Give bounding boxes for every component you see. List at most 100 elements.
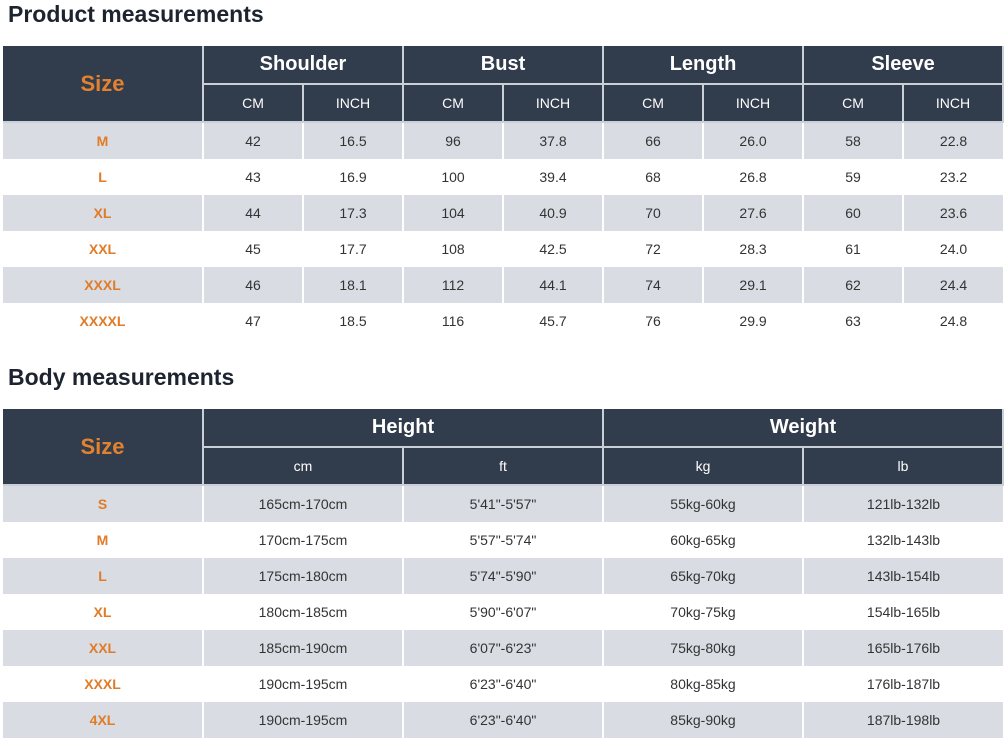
value-cell: 17.3 bbox=[301, 195, 404, 231]
length-header: Length bbox=[602, 46, 805, 85]
value-cell: 60 bbox=[802, 195, 904, 231]
value-cell: 39.4 bbox=[502, 159, 604, 195]
value-cell: 47 bbox=[202, 303, 303, 339]
size-header: Size bbox=[3, 46, 204, 123]
body-measurements-table: Size Height Weight cm ft kg lb S 165cm-170cm… bbox=[3, 409, 1005, 738]
value-cell: 185cm-190cm bbox=[202, 630, 403, 666]
value-cell: 5'57"-5'74" bbox=[402, 522, 603, 558]
unit-header: INCH bbox=[301, 84, 405, 123]
value-cell: 60kg-65kg bbox=[602, 522, 803, 558]
table-row: S 165cm-170cm 5'41"-5'57" 55kg-60kg 121lb-13… bbox=[3, 485, 1004, 522]
size-cell: M bbox=[96, 532, 109, 548]
value-cell: 44 bbox=[202, 195, 303, 231]
weight-header: Weight bbox=[601, 409, 1005, 448]
value-cell: 165cm-170cm bbox=[202, 485, 403, 522]
value-cell: 75kg-80kg bbox=[602, 630, 803, 666]
value-cell: 40.9 bbox=[502, 195, 604, 231]
unit-header: lb bbox=[801, 447, 1005, 486]
value-cell: 45.7 bbox=[502, 303, 604, 339]
value-cell: 62 bbox=[802, 267, 904, 303]
value-cell: 27.6 bbox=[702, 195, 804, 231]
value-cell: 180cm-185cm bbox=[202, 594, 403, 630]
table-row: XXXL 46 18.1 112 44.1 74 29.1 62 24.4 bbox=[3, 267, 1004, 303]
size-cell: XXXL bbox=[84, 676, 121, 692]
unit-header: cm bbox=[202, 447, 404, 486]
table-row: XL 180cm-185cm 5'90"-6'07" 70kg-75kg 154lb-1… bbox=[3, 594, 1004, 630]
value-cell: 187lb-198lb bbox=[801, 702, 1004, 738]
value-cell: 70 bbox=[602, 195, 704, 231]
value-cell: 80kg-85kg bbox=[602, 666, 803, 702]
value-cell: 108 bbox=[402, 231, 504, 267]
value-cell: 58 bbox=[802, 122, 904, 159]
value-cell: 154lb-165lb bbox=[801, 594, 1004, 630]
value-cell: 42.5 bbox=[502, 231, 604, 267]
value-cell: 29.9 bbox=[702, 303, 804, 339]
value-cell: 175cm-180cm bbox=[202, 558, 403, 594]
value-cell: 22.8 bbox=[902, 122, 1004, 159]
unit-header: CM bbox=[202, 84, 304, 123]
table-row: XL 44 17.3 104 40.9 70 27.6 60 23.6 bbox=[3, 195, 1004, 231]
value-cell: 26.0 bbox=[702, 122, 804, 159]
unit-header: CM bbox=[802, 84, 905, 123]
bust-header: Bust bbox=[402, 46, 605, 85]
unit-header: CM bbox=[402, 84, 505, 123]
value-cell: 42 bbox=[202, 122, 303, 159]
value-cell: 37.8 bbox=[502, 122, 604, 159]
value-cell: 96 bbox=[402, 122, 504, 159]
value-cell: 74 bbox=[602, 267, 704, 303]
value-cell: 28.3 bbox=[702, 231, 804, 267]
sleeve-header: Sleeve bbox=[802, 46, 1005, 85]
value-cell: 23.2 bbox=[902, 159, 1004, 195]
value-cell: 23.6 bbox=[902, 195, 1004, 231]
size-cell: XL bbox=[93, 604, 112, 620]
value-cell: 112 bbox=[402, 267, 504, 303]
value-cell: 116 bbox=[402, 303, 504, 339]
value-cell: 24.4 bbox=[902, 267, 1004, 303]
value-cell: 72 bbox=[602, 231, 704, 267]
value-cell: 17.7 bbox=[301, 231, 404, 267]
value-cell: 18.1 bbox=[301, 267, 404, 303]
value-cell: 100 bbox=[402, 159, 504, 195]
value-cell: 190cm-195cm bbox=[202, 666, 403, 702]
unit-header: INCH bbox=[502, 84, 605, 123]
size-cell: L bbox=[98, 169, 107, 185]
value-cell: 132lb-143lb bbox=[801, 522, 1004, 558]
value-cell: 121lb-132lb bbox=[801, 485, 1004, 522]
table-row: M 170cm-175cm 5'57"-5'74" 60kg-65kg 132lb-14… bbox=[3, 522, 1004, 558]
shoulder-header: Shoulder bbox=[201, 46, 405, 85]
size-cell: L bbox=[3, 558, 203, 594]
value-cell: 66 bbox=[602, 122, 704, 159]
value-cell: 16.9 bbox=[301, 159, 404, 195]
table-row: XXXXL 47 18.5 116 45.7 76 29.9 63 24.8 bbox=[3, 303, 1004, 339]
unit-header: ft bbox=[402, 447, 604, 486]
table-row: XXXL 190cm-195cm 6'23"-6'40" 80kg-85kg 176lb… bbox=[3, 666, 1004, 702]
size-cell: XXL bbox=[3, 630, 203, 666]
product-measurements-table: Size Shoulder Bust Length Sleeve CM INCH C… bbox=[3, 46, 1005, 339]
table-row: L 43 16.9 100 39.4 68 26.8 59 23.2 bbox=[3, 159, 1004, 195]
value-cell: 59 bbox=[802, 159, 904, 195]
value-cell: 85kg-90kg bbox=[602, 702, 803, 738]
table-row: XXL 185cm-190cm 6'07"-6'23" 75kg-80kg 165lb-… bbox=[3, 630, 1004, 666]
table-row: 4XL 190cm-195cm 6'23"-6'40" 85kg-90kg 187lb-… bbox=[3, 702, 1004, 738]
value-cell: 18.5 bbox=[301, 303, 404, 339]
size-cell: 4XL bbox=[3, 702, 203, 738]
value-cell: 46 bbox=[202, 267, 303, 303]
table-row: L 175cm-180cm 5'74"-5'90" 65kg-70kg 143lb-15… bbox=[3, 558, 1004, 594]
value-cell: 5'90"-6'07" bbox=[402, 594, 603, 630]
value-cell: 6'07"-6'23" bbox=[402, 630, 603, 666]
size-cell: XXL bbox=[88, 241, 117, 257]
unit-header: INCH bbox=[902, 84, 1005, 123]
value-cell: 63 bbox=[802, 303, 904, 339]
value-cell: 143lb-154lb bbox=[801, 558, 1004, 594]
height-header: Height bbox=[202, 409, 604, 448]
unit-header: kg bbox=[602, 447, 804, 486]
value-cell: 61 bbox=[802, 231, 904, 267]
value-cell: 55kg-60kg bbox=[602, 485, 803, 522]
size-header: Size bbox=[3, 409, 204, 486]
value-cell: 76 bbox=[602, 303, 704, 339]
value-cell: 26.8 bbox=[702, 159, 804, 195]
value-cell: 170cm-175cm bbox=[202, 522, 403, 558]
value-cell: 43 bbox=[202, 159, 303, 195]
unit-header: INCH bbox=[702, 84, 805, 123]
value-cell: 44.1 bbox=[502, 267, 604, 303]
